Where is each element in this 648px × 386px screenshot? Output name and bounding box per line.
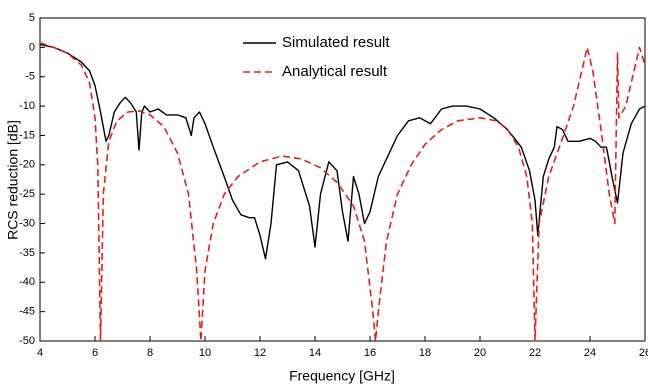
data-line xyxy=(39,43,646,260)
legend-label: Analytical result xyxy=(282,63,388,80)
y-tick-label: 5 xyxy=(29,12,35,24)
y-axis-label: RCS reduction [dB] xyxy=(5,120,21,240)
y-tick-label: -40 xyxy=(19,276,35,288)
y-tick-label: -25 xyxy=(19,188,35,200)
x-tick-label: 10 xyxy=(199,347,211,359)
legend-label: Simulated result xyxy=(282,34,390,51)
y-tick-label: -50 xyxy=(19,335,35,347)
x-tick-label: 8 xyxy=(147,347,153,359)
x-tick-label: 22 xyxy=(529,347,541,359)
x-axis-label: Frequency [GHz] xyxy=(289,368,395,384)
y-tick-label: -35 xyxy=(19,247,35,259)
x-tick-label: 20 xyxy=(474,347,486,359)
x-tick-label: 12 xyxy=(254,347,266,359)
y-tick-label: -15 xyxy=(19,129,35,141)
x-tick-label: 6 xyxy=(92,347,98,359)
x-tick-label: 16 xyxy=(364,347,376,359)
x-tick-label: 18 xyxy=(419,347,431,359)
plot-frame xyxy=(39,17,646,342)
x-tick-label: 26 xyxy=(639,347,648,359)
y-tick-label: -10 xyxy=(19,100,35,112)
y-tick-label: -45 xyxy=(19,306,35,318)
x-tick-label: 14 xyxy=(309,347,321,359)
y-tick-label: -20 xyxy=(19,159,35,171)
y-tick-label: 0 xyxy=(29,41,35,53)
x-tick-label: 4 xyxy=(37,347,43,359)
x-tick-label: 24 xyxy=(584,347,596,359)
y-tick-label: -30 xyxy=(19,217,35,229)
y-tick-label: -5 xyxy=(25,71,35,83)
data-line xyxy=(39,41,646,342)
